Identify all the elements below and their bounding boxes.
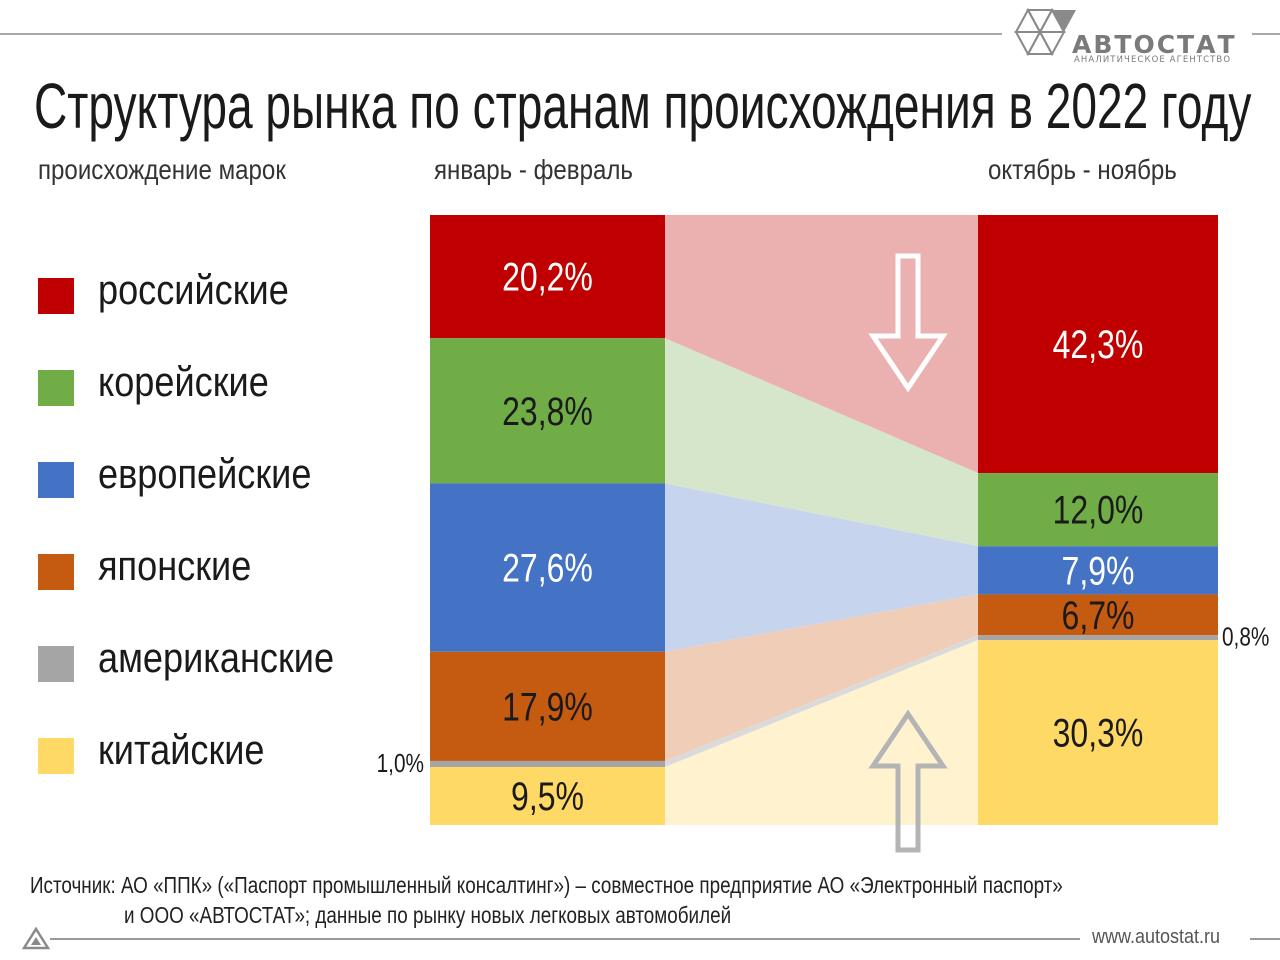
data-label-korean-end: 12,0%	[1053, 487, 1144, 532]
flow-band-american	[665, 635, 978, 768]
data-label-european-start: 27,6%	[502, 545, 593, 590]
legend-label-chinese: китайские	[98, 726, 265, 773]
data-label-chinese-start: 9,5%	[511, 774, 584, 819]
top-divider	[0, 33, 1002, 35]
legend-swatch-chinese	[38, 738, 74, 774]
legend-header: происхождение марок	[38, 154, 286, 185]
bar-segment-european-end	[978, 546, 1218, 595]
data-label-european-end: 7,9%	[1062, 548, 1135, 593]
legend-item-russian: российские	[38, 262, 398, 322]
bar-segment-korean-end	[978, 473, 1218, 547]
bar-segment-russian-end	[978, 215, 1218, 474]
website-link[interactable]: www.autostat.ru	[1092, 926, 1221, 948]
data-label-russian-start: 20,2%	[502, 254, 593, 299]
bottom-divider-right	[1250, 938, 1280, 940]
flow-bands	[665, 215, 978, 825]
flow-band-japanese	[665, 594, 978, 761]
data-label-korean-start: 23,8%	[502, 388, 593, 433]
bar-segment-russian-start	[430, 215, 665, 339]
data-label-japanese-start: 17,9%	[502, 684, 593, 729]
bottom-divider	[50, 938, 1080, 940]
legend-item-american: американские	[38, 630, 398, 690]
bar-segment-chinese-start	[430, 767, 665, 825]
arrow-down-icon	[868, 253, 948, 393]
source-line-2: и ООО «АВТОСТАТ»; данные по рынку новых …	[124, 902, 732, 928]
bar-segment-american-end	[978, 635, 1218, 641]
bar-segments	[430, 215, 1218, 825]
top-divider-right	[1252, 33, 1280, 35]
legend-item-korean: корейские	[38, 354, 398, 414]
period-start-header: январь - февраль	[434, 154, 633, 185]
bar-segment-american-start	[430, 760, 665, 768]
data-labels: 20,2% 42,3% 23,8% 12,0% 27,6% 7,9% 17,9% 6,7% 1,…	[377, 254, 1270, 819]
bar-segment-japanese-start	[430, 651, 665, 761]
data-label-russian-end: 42,3%	[1053, 322, 1144, 367]
legend-swatch-european	[38, 462, 74, 498]
legend-item-european: европейские	[38, 446, 398, 506]
legend-swatch-japanese	[38, 554, 74, 590]
bar-segment-chinese-end	[978, 640, 1218, 825]
legend-label-american: американские	[98, 634, 335, 681]
data-label-chinese-end: 30,3%	[1053, 710, 1144, 755]
bar-segment-japanese-end	[978, 594, 1218, 636]
logo-wordmark: АВТОСТАТ	[1072, 30, 1237, 59]
legend-swatch-korean	[38, 370, 74, 406]
legend-item-chinese: китайские	[38, 722, 398, 782]
footer-logo-icon	[22, 926, 50, 950]
period-end-header: октябрь - ноябрь	[988, 154, 1177, 185]
bar-segment-korean-start	[430, 338, 665, 484]
legend-label-european: европейские	[98, 450, 312, 497]
legend-label-japanese: японские	[98, 542, 252, 589]
arrow-up-icon	[868, 709, 948, 853]
legend-item-japanese: японские	[38, 538, 398, 598]
autostat-logo	[1014, 7, 1076, 57]
logo-subtitle: АНАЛИТИЧЕСКОЕ АГЕНТСТВО	[1074, 55, 1232, 65]
data-label-american-start: 1,0%	[377, 749, 424, 778]
flow-band-european	[665, 483, 978, 652]
source-line-1: Источник: АО «ППК» («Паспорт промышленны…	[30, 872, 1063, 898]
legend-swatch-american	[38, 646, 74, 682]
legend-label-korean: корейские	[98, 358, 269, 405]
bar-segment-european-start	[430, 483, 665, 652]
legend-swatch-russian	[38, 278, 74, 314]
data-label-american-end: 0,8%	[1222, 623, 1269, 652]
data-label-japanese-end: 6,7%	[1062, 592, 1135, 637]
trend-arrows	[868, 253, 948, 853]
legend-label-russian: российские	[98, 266, 289, 313]
flow-band-korean	[665, 338, 978, 547]
